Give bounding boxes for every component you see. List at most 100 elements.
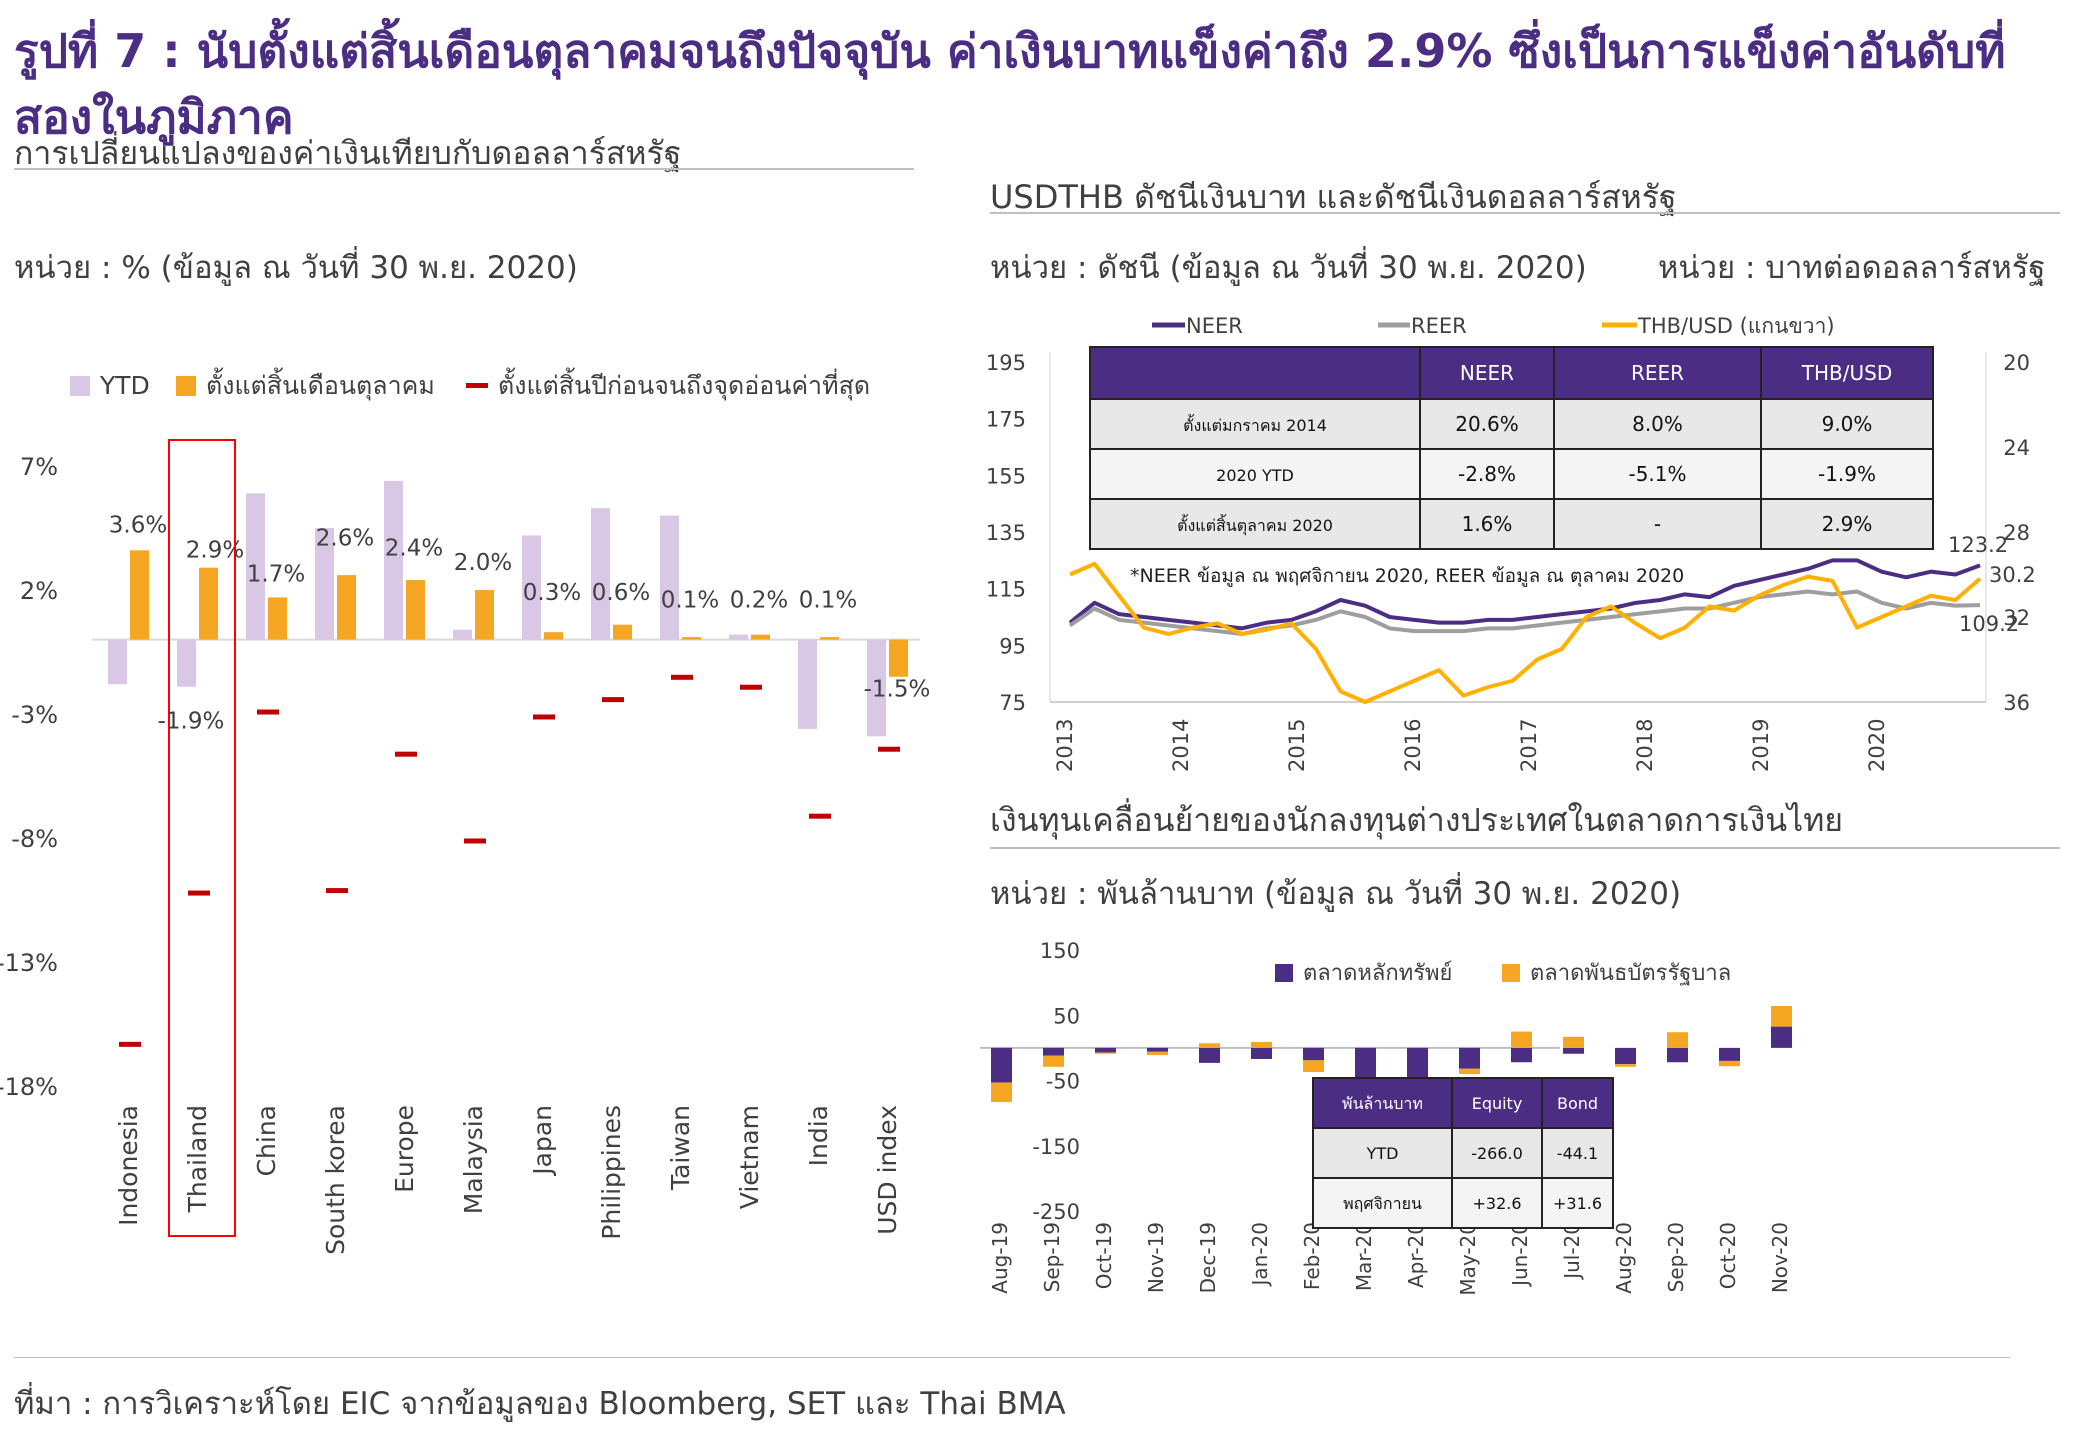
bar-equity [1511, 1047, 1532, 1063]
y-right-tick: 24 [2003, 436, 2030, 460]
data-label: 0.6% [592, 580, 650, 606]
table-cell-text: 2.9% [1822, 512, 1873, 536]
line-series [1068, 558, 1982, 704]
category-label: Oct-19 [1092, 1222, 1116, 1289]
end-label-thbusd: 30.2 [1989, 563, 2036, 587]
category-label: Feb-20 [1300, 1222, 1324, 1290]
category-label: Aug-19 [988, 1222, 1012, 1294]
table-cell-text: -44.1 [1557, 1144, 1598, 1163]
bar-since-oct [889, 639, 908, 677]
category-label: Japan [528, 1105, 557, 1177]
y-right-tick: 36 [2003, 691, 2030, 715]
y-tick-label: 2% [20, 577, 58, 605]
currency-change-chart: YTD ตั้งแต่สิ้นเดือนตุลาคม ตั้งแต่สิ้นปีก่… [0, 367, 930, 1255]
table-cell [1760, 398, 1934, 450]
bar-ytd [591, 508, 610, 640]
y-left-tick: 115 [986, 578, 1026, 602]
data-label: 2.4% [385, 535, 443, 561]
category-label: South korea [321, 1105, 350, 1255]
table-header-text: Equity [1472, 1094, 1523, 1113]
category-label: Malaysia [459, 1105, 488, 1214]
marker-weakest [188, 890, 210, 896]
y-right-tick: 28 [2003, 521, 2030, 545]
bar-ytd [798, 639, 817, 729]
bar-since-oct [682, 637, 701, 640]
bar-bond [991, 1082, 1012, 1103]
y-tick-label: -18% [0, 1073, 58, 1101]
table-cell [1419, 498, 1555, 550]
chart-note: *NEER ข้อมูล ณ พฤศจิกายน 2020, REER ข้อม… [1130, 565, 1684, 588]
bar-equity [1199, 1047, 1220, 1063]
x-tick-label: 2015 [1285, 719, 1309, 772]
marker-weakest [257, 709, 279, 715]
legend-label-bond: ตลาดพันธบัตรรัฐบาล [1530, 961, 1731, 986]
legend-swatch-ytd [70, 376, 90, 396]
data-label: 0.2% [730, 587, 788, 613]
data-label: 1.7% [247, 561, 305, 587]
table-cell [1419, 448, 1555, 500]
category-label: Europe [390, 1105, 419, 1193]
y-tick-label: -50 [1046, 1070, 1080, 1094]
index-line-chart: NEER REER THB/USD (แกนขวา) 195 175 155 135 115… [986, 314, 2036, 772]
page-title: รูปที่ 7 : นับตั้งแต่สิ้นเดือนตุลาคมจนถึ… [14, 24, 2006, 144]
x-tick-label: 2017 [1517, 719, 1541, 772]
legend-label-equity: ตลาดหลักทรัพย์ [1303, 961, 1452, 986]
bar-since-oct [751, 634, 770, 640]
table-cell [1541, 1177, 1614, 1229]
bar-equity [1459, 1047, 1480, 1069]
table-header-cell [1760, 346, 1934, 400]
y-left-tick: 135 [986, 521, 1026, 545]
category-label: Vietnam [735, 1105, 764, 1209]
table-header-text: Bond [1557, 1094, 1598, 1113]
summary-table: NEER REER THB/USD ตั้งแต่มกราคม 2014 20.6% 8.… [1089, 346, 1934, 550]
table-cell-text: -5.1% [1628, 462, 1686, 486]
category-label: Sep-20 [1664, 1222, 1688, 1292]
table-cell-text: ตั้งแต่สิ้นตุลาคม 2020 [1177, 514, 1333, 536]
bar-bond [1095, 1052, 1116, 1054]
bar-ytd [315, 528, 334, 640]
y-axis: 150 50 -50 -150 -250 [980, 939, 1560, 1224]
legend-label-neer: NEER [1186, 314, 1243, 338]
table-cell-text: 1.6% [1462, 512, 1513, 536]
bar-bond [1667, 1032, 1688, 1048]
bottom-right-panel-divider [990, 847, 2060, 849]
bar-ytd [246, 493, 265, 640]
table-cell-text: 9.0% [1822, 412, 1873, 436]
table-header-cell [1553, 346, 1762, 400]
table-header-cell [1541, 1077, 1614, 1129]
marker-weakest [740, 684, 762, 690]
data-label: 3.6% [109, 512, 167, 538]
bar-ytd [522, 535, 541, 640]
y-tick-label: 7% [20, 453, 58, 481]
category-label: Taiwan [666, 1105, 695, 1191]
bar-bond [1771, 1005, 1792, 1027]
table-header-text: NEER [1460, 361, 1514, 385]
y-left-tick: 175 [986, 408, 1026, 432]
x-tick-label: 2014 [1169, 719, 1193, 772]
y-tick-label: -3% [11, 701, 58, 729]
bar-ytd [177, 639, 196, 687]
bottom-right-panel-title: เงินทุนเคลื่อนย้ายของนักลงทุนต่างประเทศใ… [990, 801, 1844, 839]
bar-bond [1615, 1064, 1636, 1067]
bar-equity [1043, 1047, 1064, 1056]
category-label: Sep-19 [1040, 1222, 1064, 1292]
legend-label-since-oct: ตั้งแต่สิ้นเดือนตุลาคม [206, 367, 435, 401]
end-label-neer: 123.2 [1948, 533, 2008, 557]
thailand-highlight-box [168, 439, 236, 1237]
category-label: Mar-20 [1352, 1222, 1376, 1291]
table-cell [1089, 498, 1421, 550]
category-label: Indonesia [114, 1105, 143, 1226]
y-left-tick: 95 [999, 634, 1026, 658]
category-label: Nov-19 [1144, 1222, 1168, 1293]
x-tick-label: 2016 [1401, 719, 1425, 772]
table-cell [1553, 498, 1762, 550]
table-header-cell [1312, 1077, 1453, 1129]
table-cell [1760, 448, 1934, 500]
flow-summary-table: พันล้านบาท Equity Bond YTD -266.0 -44.1 พฤศจิก… [1312, 1077, 1614, 1229]
marker-weakest [671, 674, 693, 680]
table-cell-text: - [1654, 512, 1661, 536]
y-tick-label: -8% [11, 825, 58, 853]
table-cell-text: -1.9% [1818, 462, 1876, 486]
bar-ytd [729, 634, 748, 640]
data-label: 0.1% [661, 587, 719, 613]
